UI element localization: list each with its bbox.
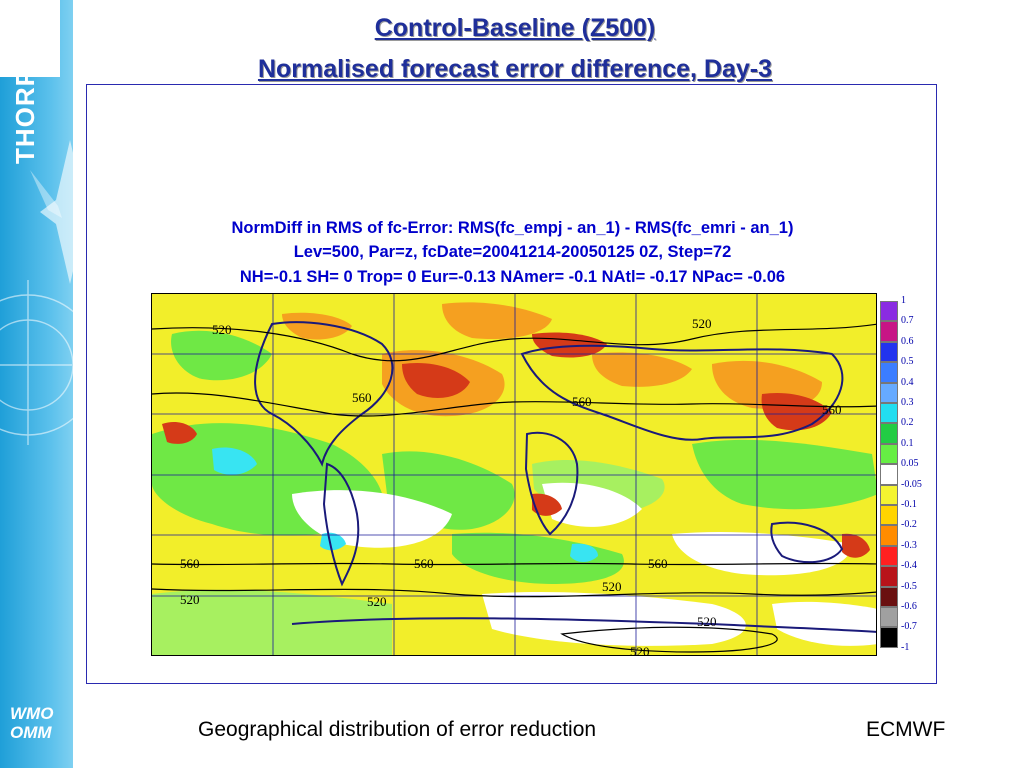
colorbar-label: 0.2 (901, 417, 914, 429)
colorbar-swatch (880, 627, 898, 648)
colorbar-swatch (880, 566, 898, 587)
contour-label: 520 (180, 592, 200, 607)
colorbar-label: -0.4 (901, 560, 917, 572)
error-map-svg: 520 560 560 520 560 560 520 520 560 560 … (152, 294, 876, 656)
contour-label: 520 (602, 579, 622, 594)
colorbar-label: 0.3 (901, 397, 914, 408)
contour-label: 560 (180, 556, 200, 571)
colorbar-label: -0.3 (901, 539, 917, 551)
error-map: 520 560 560 520 560 560 520 520 560 560 … (151, 293, 877, 656)
colorbar-label: -0.5 (901, 580, 917, 592)
colorbar-label: 0.4 (901, 376, 914, 388)
colorbar-label: -0.6 (901, 601, 917, 612)
colorbar-swatch (880, 341, 898, 363)
colorbar-swatch (880, 321, 898, 342)
omm-text: OMM (10, 723, 52, 742)
colorbar-label: 0.1 (901, 437, 914, 449)
colorbar-label: -0.05 (901, 478, 922, 490)
colorbar-swatch (880, 484, 898, 505)
wmo-text: WMO (10, 704, 54, 723)
colorbar-label: 0.7 (901, 315, 914, 327)
contour-label: 560 (822, 402, 842, 417)
plot-header-line-2: Lev=500, Par=z, fcDate=20041214-20050125… (293, 243, 732, 261)
footer-source: ECMWF (866, 718, 946, 741)
colorbar-label: 0.05 (901, 458, 919, 470)
colorbar-swatch (880, 464, 898, 485)
contour-label: 520 (630, 644, 650, 656)
colorbar-label: 0.6 (901, 335, 914, 347)
colorbar-swatch (880, 505, 898, 526)
plot-header-line-3: NH=-0.1 SH= 0 Trop= 0 Eur=-0.13 NAmer= -… (239, 268, 786, 286)
colorbar-swatch (880, 403, 898, 424)
footer-caption: Geographical distribution of error reduc… (198, 718, 597, 741)
contour-label: 520 (367, 594, 387, 609)
figure-panel: NormDiff in RMS of fc-Error: RMS(fc_empj… (86, 84, 937, 684)
colorbar-label: 0.5 (901, 356, 914, 368)
contour-label: 560 (414, 556, 434, 571)
slide-title-line-2: Normalised forecast error difference, Da… (257, 55, 773, 83)
contour-label: 560 (572, 394, 592, 409)
colorbar-swatch (880, 607, 898, 628)
colorbar-swatch (880, 586, 898, 607)
colorbar-swatch (880, 382, 898, 403)
colorbar-label: 1 (901, 295, 906, 306)
brand-box (0, 0, 60, 77)
compass-rose-icon (0, 140, 73, 445)
colorbar-swatch (880, 301, 898, 322)
contour-label: 560 (352, 390, 372, 405)
contour-label: 520 (212, 322, 232, 337)
sidebar: THORPEX WMO OMM (0, 0, 73, 768)
colorbar-swatch (880, 362, 898, 383)
colorbar-label: -0.2 (901, 519, 917, 531)
colorbar-swatch (880, 545, 898, 567)
contour-label: 520 (692, 316, 712, 331)
colorbar-label: -0.7 (901, 621, 917, 633)
wmo-logo: WMO OMM (10, 704, 53, 742)
contour-label: 560 (648, 556, 668, 571)
colorbar-label: -1 (901, 641, 910, 653)
colorbar-swatch (880, 525, 898, 546)
plot-header-line-1: NormDiff in RMS of fc-Error: RMS(fc_empj… (231, 219, 794, 237)
colorbar-swatch (880, 443, 898, 465)
slide-title-line-1: Control-Baseline (Z500) (374, 14, 656, 42)
colorbar-swatch (880, 423, 898, 444)
colorbar-label: -0.1 (901, 499, 917, 510)
contour-label: 520 (697, 614, 717, 629)
